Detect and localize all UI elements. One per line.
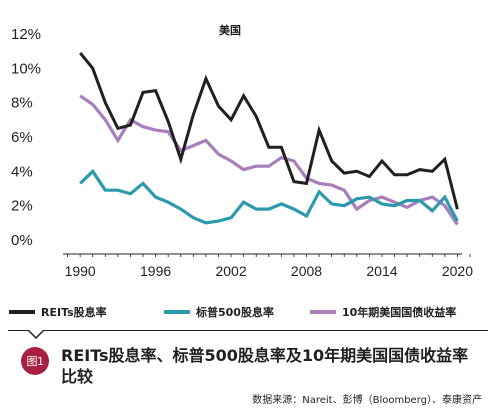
y-tick-label: 10% [11,60,41,77]
legend: REITs股息率 标普500股息率 10年期美国国债收益率 [0,305,498,319]
line-chart: 美国 0% 2% 4% 6% 8% 10% 12% 1990 1996 2002 2008 2014… [11,23,473,279]
y-tick-label: 12% [11,26,41,43]
y-tick-label: 4% [11,163,33,180]
x-axis: 1990 1996 2002 2008 2014 2020 [63,253,473,279]
x-tick-label: 1996 [140,263,171,279]
series-line-10y-treasury-yield [79,94,459,226]
x-tick-label: 2002 [215,263,246,279]
figure-number-badge: 图1 [21,347,49,375]
series-line-sp500-dividend-yield [79,168,459,225]
x-tick-label: 2008 [291,263,322,279]
y-tick-label: 2% [11,198,33,215]
x-tick-label: 2020 [442,263,473,279]
legend-swatch-sp500 [164,310,190,314]
legend-item-sp500: 标普500股息率 [164,305,274,319]
y-tick-label: 8% [11,95,33,112]
series-line-reits-dividend-yield [79,51,459,210]
chart-title: 美国 [219,23,241,37]
legend-swatch-treasury [310,310,336,314]
legend-label-reits: REITs股息率 [41,306,107,319]
x-tick-label: 1990 [65,263,96,279]
caption-divider [8,330,488,331]
divider-notch [28,330,44,340]
legend-label-sp500: 标普500股息率 [196,306,274,319]
legend-label-treasury: 10年期美国国债收益率 [342,306,457,319]
data-source-note: 数据来源：Nareit、彭博（Bloomberg）、泰康资产 [252,395,482,406]
y-tick-label: 6% [11,129,33,146]
figure-caption: REITs股息率、标普500股息率及10年期美国国债收益率比较 [61,346,469,386]
legend-swatch-reits [9,310,35,314]
legend-item-reits: REITs股息率 [9,305,107,319]
series-lines [79,51,459,226]
x-tick-label: 2014 [366,263,397,279]
legend-item-treasury: 10年期美国国债收益率 [310,305,456,319]
y-tick-label: 0% [11,232,33,249]
y-axis: 0% 2% 4% 6% 8% 10% 12% [11,26,41,249]
